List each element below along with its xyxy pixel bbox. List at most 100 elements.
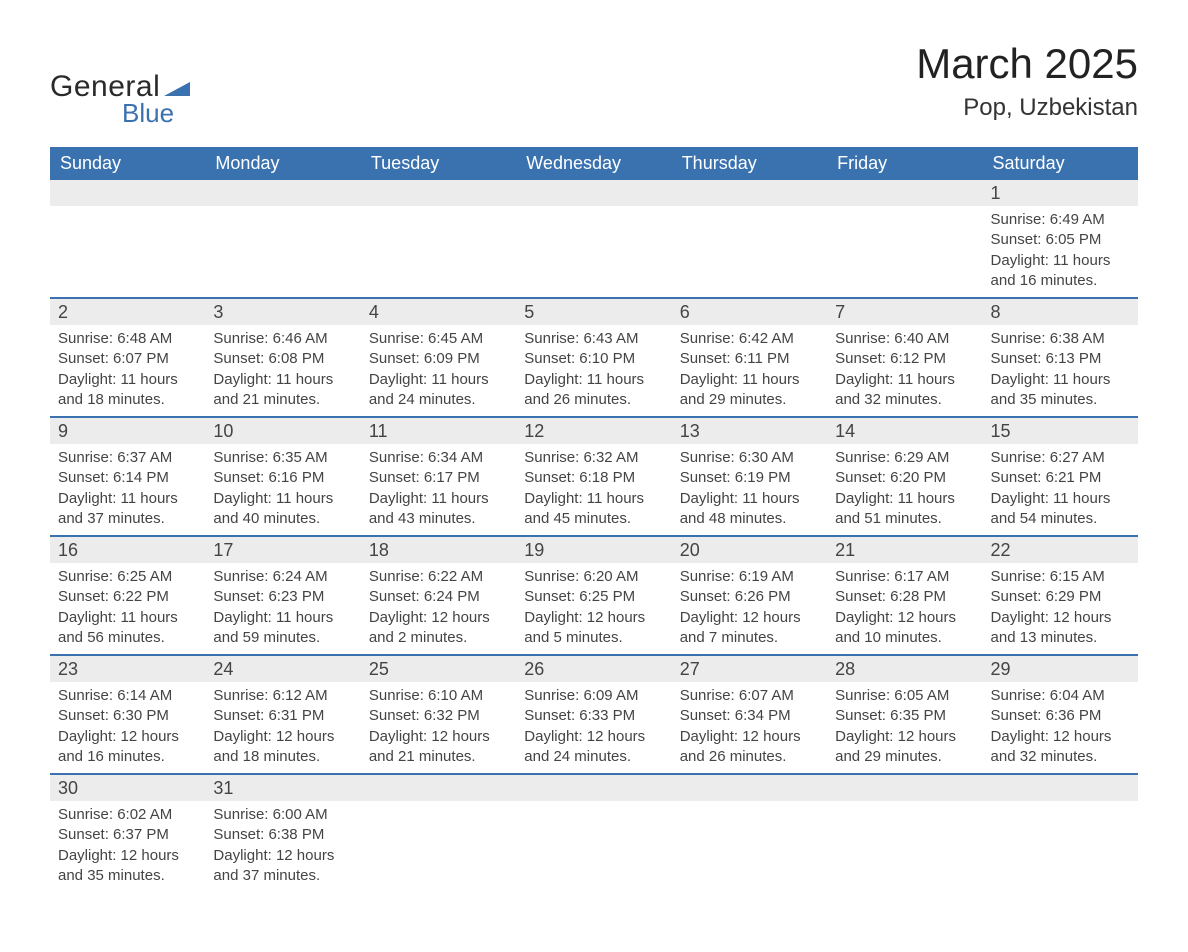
sunset-line: Sunset: 6:07 PM	[58, 349, 197, 369]
calendar-cell: 20Sunrise: 6:19 AMSunset: 6:26 PMDayligh…	[672, 536, 827, 655]
sunset-line: Sunset: 6:08 PM	[213, 349, 352, 369]
day-data	[827, 801, 982, 861]
day-number: 23	[50, 656, 205, 682]
day-number: 8	[983, 299, 1138, 325]
day-data: Sunrise: 6:30 AMSunset: 6:19 PMDaylight:…	[672, 444, 827, 535]
weekday-thursday: Thursday	[672, 147, 827, 180]
day-data	[516, 801, 671, 861]
calendar-cell: 14Sunrise: 6:29 AMSunset: 6:20 PMDayligh…	[827, 417, 982, 536]
header: General Blue March 2025 Pop, Uzbekistan	[50, 40, 1138, 129]
location-subtitle: Pop, Uzbekistan	[916, 94, 1138, 122]
day-data	[50, 206, 205, 266]
sunrise-line: Sunrise: 6:09 AM	[524, 686, 663, 706]
day-data: Sunrise: 6:10 AMSunset: 6:32 PMDaylight:…	[361, 682, 516, 773]
day-number	[361, 775, 516, 801]
sunrise-line: Sunrise: 6:19 AM	[680, 567, 819, 587]
day-number: 7	[827, 299, 982, 325]
daylight-line: Daylight: 12 hours and 32 minutes.	[991, 727, 1130, 768]
sunrise-line: Sunrise: 6:48 AM	[58, 329, 197, 349]
sunset-line: Sunset: 6:21 PM	[991, 468, 1130, 488]
day-number: 16	[50, 537, 205, 563]
calendar-row: 30Sunrise: 6:02 AMSunset: 6:37 PMDayligh…	[50, 774, 1138, 892]
daylight-line: Daylight: 11 hours and 32 minutes.	[835, 370, 974, 411]
sunrise-line: Sunrise: 6:30 AM	[680, 448, 819, 468]
daylight-line: Daylight: 12 hours and 24 minutes.	[524, 727, 663, 768]
sunrise-line: Sunrise: 6:17 AM	[835, 567, 974, 587]
daylight-line: Daylight: 11 hours and 37 minutes.	[58, 489, 197, 530]
calendar-cell: 22Sunrise: 6:15 AMSunset: 6:29 PMDayligh…	[983, 536, 1138, 655]
daylight-line: Daylight: 11 hours and 54 minutes.	[991, 489, 1130, 530]
daylight-line: Daylight: 11 hours and 56 minutes.	[58, 608, 197, 649]
page-title: March 2025	[916, 40, 1138, 88]
calendar-row: 1Sunrise: 6:49 AMSunset: 6:05 PMDaylight…	[50, 180, 1138, 298]
day-data: Sunrise: 6:34 AMSunset: 6:17 PMDaylight:…	[361, 444, 516, 535]
day-data: Sunrise: 6:46 AMSunset: 6:08 PMDaylight:…	[205, 325, 360, 416]
daylight-line: Daylight: 12 hours and 37 minutes.	[213, 846, 352, 887]
calendar-cell	[983, 774, 1138, 892]
day-number: 1	[983, 180, 1138, 206]
day-number	[516, 775, 671, 801]
day-data: Sunrise: 6:19 AMSunset: 6:26 PMDaylight:…	[672, 563, 827, 654]
day-data: Sunrise: 6:05 AMSunset: 6:35 PMDaylight:…	[827, 682, 982, 773]
calendar-cell: 18Sunrise: 6:22 AMSunset: 6:24 PMDayligh…	[361, 536, 516, 655]
weekday-saturday: Saturday	[983, 147, 1138, 180]
daylight-line: Daylight: 12 hours and 10 minutes.	[835, 608, 974, 649]
logo: General Blue	[50, 40, 190, 129]
sunrise-line: Sunrise: 6:07 AM	[680, 686, 819, 706]
daylight-line: Daylight: 12 hours and 2 minutes.	[369, 608, 508, 649]
day-number: 4	[361, 299, 516, 325]
sunset-line: Sunset: 6:32 PM	[369, 706, 508, 726]
calendar-cell: 27Sunrise: 6:07 AMSunset: 6:34 PMDayligh…	[672, 655, 827, 774]
sunset-line: Sunset: 6:26 PM	[680, 587, 819, 607]
sunset-line: Sunset: 6:24 PM	[369, 587, 508, 607]
calendar-cell	[672, 774, 827, 892]
day-number	[827, 775, 982, 801]
day-number: 15	[983, 418, 1138, 444]
sunset-line: Sunset: 6:23 PM	[213, 587, 352, 607]
daylight-line: Daylight: 11 hours and 18 minutes.	[58, 370, 197, 411]
day-data: Sunrise: 6:04 AMSunset: 6:36 PMDaylight:…	[983, 682, 1138, 773]
sunrise-line: Sunrise: 6:27 AM	[991, 448, 1130, 468]
day-data: Sunrise: 6:22 AMSunset: 6:24 PMDaylight:…	[361, 563, 516, 654]
sunset-line: Sunset: 6:25 PM	[524, 587, 663, 607]
sunset-line: Sunset: 6:17 PM	[369, 468, 508, 488]
day-number	[672, 180, 827, 206]
sunset-line: Sunset: 6:31 PM	[213, 706, 352, 726]
daylight-line: Daylight: 11 hours and 16 minutes.	[991, 251, 1130, 292]
day-number: 28	[827, 656, 982, 682]
daylight-line: Daylight: 12 hours and 16 minutes.	[58, 727, 197, 768]
sunrise-line: Sunrise: 6:00 AM	[213, 805, 352, 825]
daylight-line: Daylight: 11 hours and 35 minutes.	[991, 370, 1130, 411]
day-data: Sunrise: 6:42 AMSunset: 6:11 PMDaylight:…	[672, 325, 827, 416]
day-data: Sunrise: 6:32 AMSunset: 6:18 PMDaylight:…	[516, 444, 671, 535]
calendar-cell	[50, 180, 205, 298]
logo-shape-icon	[164, 78, 190, 96]
daylight-line: Daylight: 12 hours and 5 minutes.	[524, 608, 663, 649]
calendar-cell: 21Sunrise: 6:17 AMSunset: 6:28 PMDayligh…	[827, 536, 982, 655]
calendar-cell: 26Sunrise: 6:09 AMSunset: 6:33 PMDayligh…	[516, 655, 671, 774]
calendar-cell: 6Sunrise: 6:42 AMSunset: 6:11 PMDaylight…	[672, 298, 827, 417]
calendar-cell: 17Sunrise: 6:24 AMSunset: 6:23 PMDayligh…	[205, 536, 360, 655]
sunrise-line: Sunrise: 6:14 AM	[58, 686, 197, 706]
day-data: Sunrise: 6:24 AMSunset: 6:23 PMDaylight:…	[205, 563, 360, 654]
daylight-line: Daylight: 11 hours and 21 minutes.	[213, 370, 352, 411]
day-data: Sunrise: 6:12 AMSunset: 6:31 PMDaylight:…	[205, 682, 360, 773]
weekday-friday: Friday	[827, 147, 982, 180]
day-number: 21	[827, 537, 982, 563]
day-number	[516, 180, 671, 206]
daylight-line: Daylight: 11 hours and 26 minutes.	[524, 370, 663, 411]
daylight-line: Daylight: 12 hours and 21 minutes.	[369, 727, 508, 768]
calendar-body: 1Sunrise: 6:49 AMSunset: 6:05 PMDaylight…	[50, 180, 1138, 892]
calendar-cell: 5Sunrise: 6:43 AMSunset: 6:10 PMDaylight…	[516, 298, 671, 417]
sunset-line: Sunset: 6:35 PM	[835, 706, 974, 726]
weekday-tuesday: Tuesday	[361, 147, 516, 180]
calendar-cell: 9Sunrise: 6:37 AMSunset: 6:14 PMDaylight…	[50, 417, 205, 536]
sunset-line: Sunset: 6:13 PM	[991, 349, 1130, 369]
sunset-line: Sunset: 6:14 PM	[58, 468, 197, 488]
calendar-table: SundayMondayTuesdayWednesdayThursdayFrid…	[50, 147, 1138, 892]
sunset-line: Sunset: 6:10 PM	[524, 349, 663, 369]
sunrise-line: Sunrise: 6:32 AM	[524, 448, 663, 468]
calendar-cell: 8Sunrise: 6:38 AMSunset: 6:13 PMDaylight…	[983, 298, 1138, 417]
day-number: 12	[516, 418, 671, 444]
day-data: Sunrise: 6:48 AMSunset: 6:07 PMDaylight:…	[50, 325, 205, 416]
